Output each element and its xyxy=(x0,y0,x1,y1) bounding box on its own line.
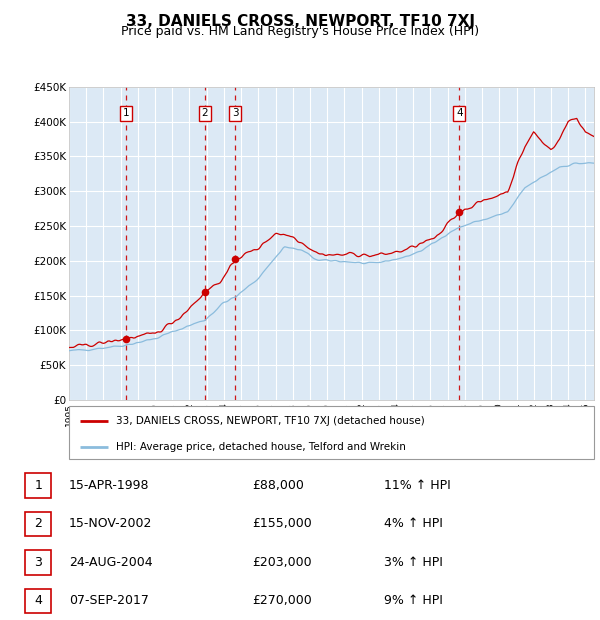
Text: 11% ↑ HPI: 11% ↑ HPI xyxy=(384,479,451,492)
FancyBboxPatch shape xyxy=(25,550,52,575)
Text: 15-APR-1998: 15-APR-1998 xyxy=(69,479,149,492)
Text: 3: 3 xyxy=(232,108,238,118)
Text: £270,000: £270,000 xyxy=(252,595,312,607)
Text: 4: 4 xyxy=(456,108,463,118)
Text: 07-SEP-2017: 07-SEP-2017 xyxy=(69,595,149,607)
FancyBboxPatch shape xyxy=(25,588,52,613)
FancyBboxPatch shape xyxy=(25,512,52,536)
Text: 33, DANIELS CROSS, NEWPORT, TF10 7XJ: 33, DANIELS CROSS, NEWPORT, TF10 7XJ xyxy=(125,14,475,29)
Text: Price paid vs. HM Land Registry's House Price Index (HPI): Price paid vs. HM Land Registry's House … xyxy=(121,25,479,38)
Text: 3% ↑ HPI: 3% ↑ HPI xyxy=(384,556,443,569)
Text: 1: 1 xyxy=(122,108,129,118)
Text: 24-AUG-2004: 24-AUG-2004 xyxy=(69,556,152,569)
Text: 1: 1 xyxy=(34,479,43,492)
Text: 4% ↑ HPI: 4% ↑ HPI xyxy=(384,518,443,530)
FancyBboxPatch shape xyxy=(69,406,594,459)
Text: 4: 4 xyxy=(34,595,43,607)
Text: £155,000: £155,000 xyxy=(252,518,312,530)
Text: £203,000: £203,000 xyxy=(252,556,311,569)
Text: HPI: Average price, detached house, Telford and Wrekin: HPI: Average price, detached house, Telf… xyxy=(116,442,406,452)
Text: 2: 2 xyxy=(34,518,43,530)
Text: 3: 3 xyxy=(34,556,43,569)
Text: 15-NOV-2002: 15-NOV-2002 xyxy=(69,518,152,530)
Text: 9% ↑ HPI: 9% ↑ HPI xyxy=(384,595,443,607)
FancyBboxPatch shape xyxy=(25,473,52,498)
Text: 33, DANIELS CROSS, NEWPORT, TF10 7XJ (detached house): 33, DANIELS CROSS, NEWPORT, TF10 7XJ (de… xyxy=(116,416,425,426)
Text: 2: 2 xyxy=(202,108,208,118)
Text: £88,000: £88,000 xyxy=(252,479,304,492)
